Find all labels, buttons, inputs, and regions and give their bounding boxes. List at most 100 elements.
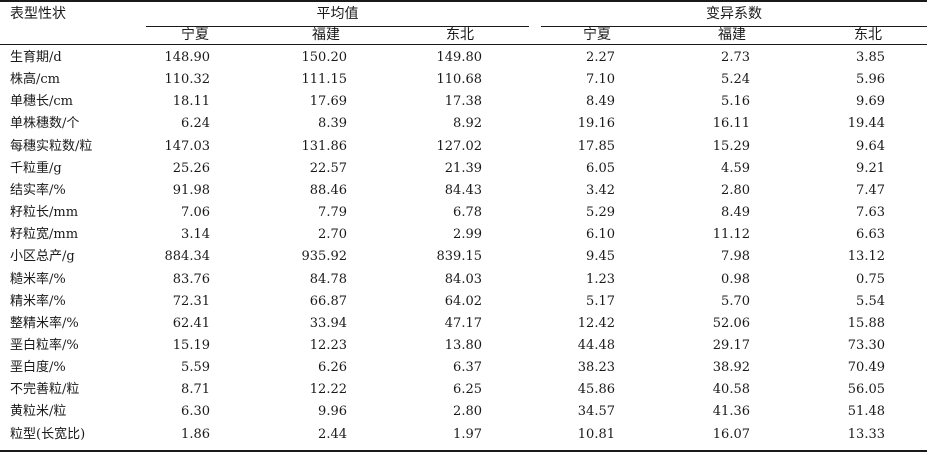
table-cell: 41.36 [712, 404, 750, 419]
table-cell: 3.85 [856, 50, 885, 65]
header-rule [0, 44, 927, 45]
table-cell: 7.47 [856, 183, 885, 198]
table-cell: 12.42 [577, 316, 615, 331]
table-cell: 4.59 [721, 161, 750, 176]
table-cell: 131.86 [301, 139, 348, 154]
trait-name: 小区总产/g [10, 249, 75, 264]
table-cell: 110.32 [164, 72, 211, 87]
table-cell: 22.57 [309, 161, 347, 176]
mean-group-rule [146, 26, 529, 27]
header-region-fujian-cv: 福建 [718, 27, 746, 43]
table-cell: 147.03 [164, 139, 211, 154]
table-cell: 70.49 [847, 360, 885, 375]
table-cell: 3.14 [181, 227, 210, 242]
table-cell: 8.92 [453, 116, 482, 131]
table-cell: 2.80 [453, 404, 482, 419]
table-cell: 148.90 [164, 50, 211, 65]
table-cell: 5.16 [721, 94, 750, 109]
header-region-northeast-cv: 东北 [854, 27, 882, 43]
table-cell: 34.57 [577, 404, 615, 419]
trait-name: 每穗实粒数/粒 [10, 139, 93, 154]
table-cell: 56.05 [847, 382, 885, 397]
header-region-ningxia-cv: 宁夏 [583, 27, 611, 43]
table-cell: 66.87 [309, 294, 347, 309]
table-cell: 17.69 [309, 94, 347, 109]
table-cell: 7.98 [721, 249, 750, 264]
table-cell: 935.92 [301, 249, 348, 264]
header-region-northeast-mean: 东北 [446, 27, 474, 43]
table-cell: 11.12 [712, 227, 750, 242]
table-cell: 6.10 [586, 227, 615, 242]
table-cell: 839.15 [436, 249, 483, 264]
table-cell: 6.25 [453, 382, 482, 397]
top-rule [0, 0, 927, 2]
table-cell: 13.33 [847, 427, 885, 442]
table-cell: 8.49 [586, 94, 615, 109]
table-cell: 7.79 [318, 205, 347, 220]
table-cell: 149.80 [436, 50, 483, 65]
table-cell: 8.49 [721, 205, 750, 220]
table-cell: 884.34 [164, 249, 211, 264]
header-mean-group: 平均值 [316, 6, 359, 22]
table-cell: 19.16 [577, 116, 615, 131]
table-cell: 15.29 [712, 139, 750, 154]
table-cell: 1.86 [181, 427, 210, 442]
table-cell: 18.11 [172, 94, 210, 109]
trait-name: 籽粒宽/mm [10, 227, 79, 242]
table-cell: 45.86 [577, 382, 615, 397]
table-cell: 73.30 [847, 338, 885, 353]
table-cell: 52.06 [712, 316, 750, 331]
table-cell: 8.39 [318, 116, 347, 131]
table-cell: 84.78 [309, 272, 347, 287]
table-cell: 6.63 [856, 227, 885, 242]
table-cell: 2.99 [453, 227, 482, 242]
table-cell: 6.30 [181, 404, 210, 419]
table-cell: 17.38 [444, 94, 482, 109]
table-cell: 2.70 [318, 227, 347, 242]
table-cell: 9.21 [856, 161, 885, 176]
trait-name: 单株穗数/个 [10, 116, 80, 131]
trait-name: 整精米率/% [10, 316, 79, 331]
table-cell: 13.80 [444, 338, 482, 353]
table-cell: 5.29 [586, 205, 615, 220]
table-cell: 6.05 [586, 161, 615, 176]
trait-name: 不完善粒/粒 [10, 382, 80, 397]
table-cell: 7.63 [856, 205, 885, 220]
table-cell: 2.73 [721, 50, 750, 65]
table-cell: 16.11 [712, 116, 750, 131]
table-cell: 15.19 [172, 338, 210, 353]
table-cell: 47.17 [444, 316, 482, 331]
table-cell: 62.41 [172, 316, 210, 331]
table-cell: 91.98 [172, 183, 210, 198]
header-region-fujian-mean: 福建 [312, 27, 340, 43]
table-cell: 13.12 [847, 249, 885, 264]
table-cell: 6.78 [453, 205, 482, 220]
table-cell: 72.31 [172, 294, 210, 309]
table-cell: 9.64 [856, 139, 885, 154]
table-cell: 51.48 [847, 404, 885, 419]
table-cell: 6.24 [181, 116, 210, 131]
table-cell: 1.23 [586, 272, 615, 287]
trait-name: 株高/cm [10, 72, 60, 87]
header-region-ningxia-mean: 宁夏 [181, 27, 209, 43]
header-cv-group: 变异系数 [706, 6, 762, 22]
table-cell: 8.71 [181, 382, 210, 397]
table-cell: 110.68 [436, 72, 483, 87]
table-cell: 150.20 [301, 50, 348, 65]
table-cell: 38.23 [577, 360, 615, 375]
trait-name: 籽粒长/mm [10, 205, 79, 220]
table-cell: 5.59 [181, 360, 210, 375]
trait-name: 糙米率/% [10, 272, 66, 287]
table-cell: 7.10 [586, 72, 615, 87]
table-cell: 7.06 [181, 205, 210, 220]
table-cell: 2.80 [721, 183, 750, 198]
table-cell: 15.88 [847, 316, 885, 331]
table-cell: 21.39 [444, 161, 482, 176]
table-cell: 5.70 [721, 294, 750, 309]
trait-name: 垩白粒率/% [10, 338, 79, 353]
table-cell: 83.76 [172, 272, 210, 287]
table-cell: 84.03 [444, 272, 482, 287]
table-cell: 3.42 [586, 183, 615, 198]
table-cell: 5.24 [721, 72, 750, 87]
trait-name: 精米率/% [10, 294, 66, 309]
